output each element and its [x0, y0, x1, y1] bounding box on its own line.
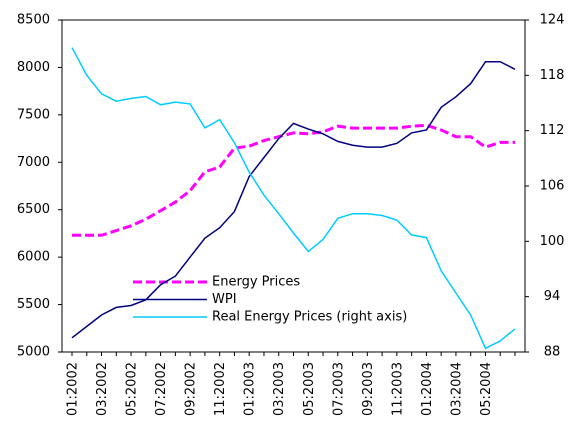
y2-tick-label: 88: [544, 345, 561, 360]
y-tick-label: 8500: [17, 13, 50, 28]
y-tick-label: 6500: [17, 202, 50, 217]
x-tick-label: 05:2002: [125, 362, 140, 416]
x-tick-label: 11:2003: [390, 362, 405, 416]
y2-tick-label: 100: [540, 234, 565, 249]
plot-frame: [61, 19, 526, 353]
x-tick-label: 11:2002: [213, 362, 228, 416]
y-tick-label: 5500: [17, 297, 50, 312]
y-tick-label: 8000: [17, 60, 50, 75]
y-tick-label: 7000: [17, 155, 50, 170]
legend-label: WPI: [212, 292, 237, 307]
x-tick-label: 07:2003: [331, 362, 346, 416]
x-tick-label: 09:2003: [361, 362, 376, 416]
y2-tick-label: 118: [540, 68, 565, 83]
series-line: [71, 60, 516, 339]
y2-tick-label: 106: [540, 179, 565, 194]
x-tick-label: 01:2003: [243, 362, 258, 416]
x-tick-label: 03:2004: [449, 362, 464, 416]
legend-label: Real Energy Prices (right axis): [212, 310, 407, 325]
series-line: [71, 47, 516, 350]
x-tick-label: 05:2004: [479, 362, 494, 416]
x-tick-label: 07:2002: [154, 362, 169, 416]
y-tick-label: 5000: [17, 345, 50, 360]
x-tick-label: 09:2002: [184, 362, 199, 416]
x-tick-label: 05:2003: [302, 362, 317, 416]
y-tick-label: 6000: [17, 250, 50, 265]
x-tick-label: 03:2003: [272, 362, 287, 416]
series-line: [72, 123, 515, 237]
y2-tick-label: 94: [544, 289, 561, 304]
x-tick-label: 01:2002: [66, 362, 81, 416]
legend-label: Energy Prices: [212, 275, 300, 290]
y2-tick-label: 124: [540, 13, 565, 28]
y-tick-label: 7500: [17, 107, 50, 122]
y2-tick-label: 112: [540, 123, 565, 138]
x-tick-label: 01:2004: [420, 362, 435, 416]
x-tick-label: 03:2002: [95, 362, 110, 416]
